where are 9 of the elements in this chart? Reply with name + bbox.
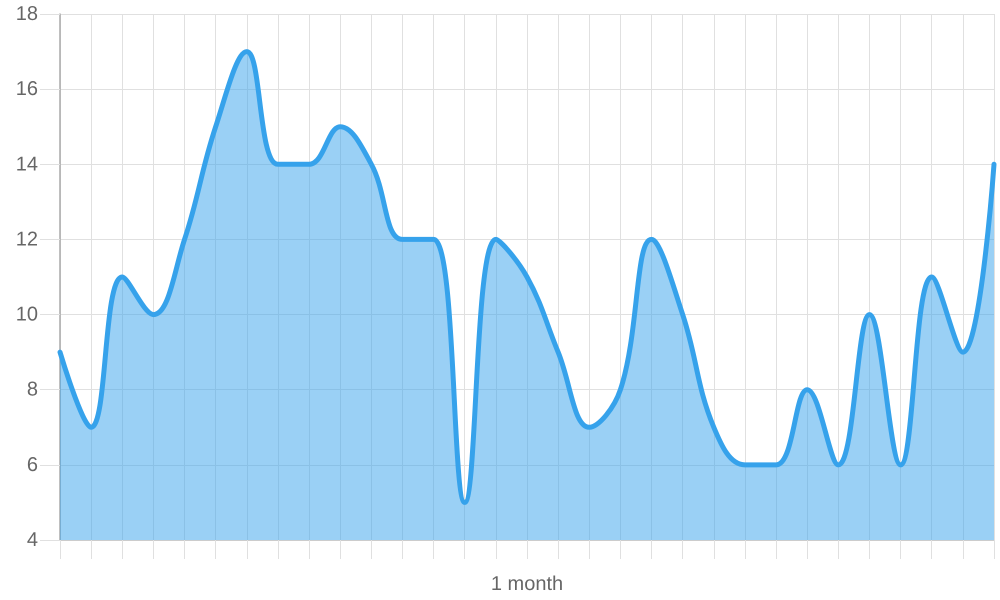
y-tick-label: 14 bbox=[16, 153, 38, 176]
y-tick-label: 4 bbox=[26, 529, 38, 551]
y-tick-label: 8 bbox=[26, 378, 38, 401]
y-tick-label: 6 bbox=[26, 454, 38, 476]
y-tick-label: 16 bbox=[16, 78, 38, 100]
y-tick-label: 18 bbox=[16, 3, 38, 25]
y-tick-label: 10 bbox=[16, 304, 38, 326]
y-tick-label: 12 bbox=[16, 228, 38, 250]
x-axis-title: 1 month bbox=[490, 573, 564, 595]
